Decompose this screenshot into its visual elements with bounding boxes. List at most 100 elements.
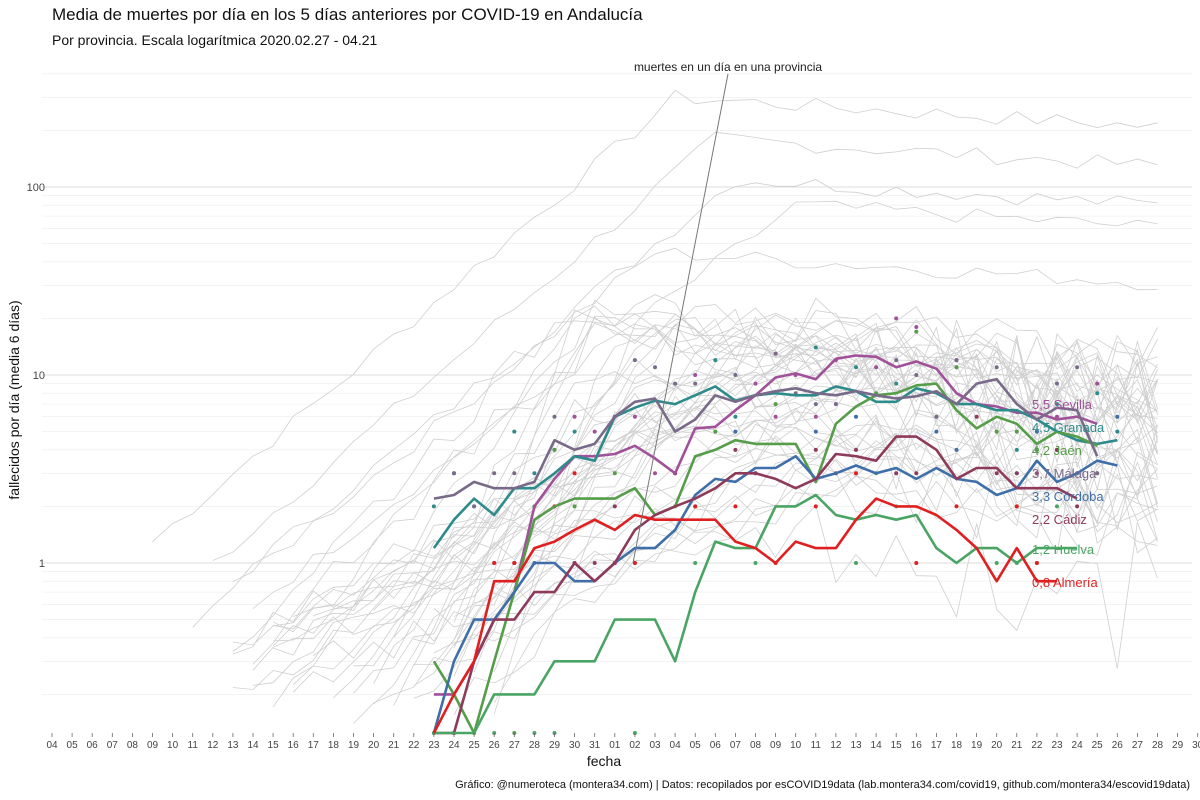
daily-dot <box>994 365 999 370</box>
daily-dot <box>1055 381 1059 386</box>
x-tick-label: 09 <box>147 740 159 751</box>
daily-dot <box>713 429 718 434</box>
daily-dot <box>813 447 818 452</box>
x-tick-label: 18 <box>328 740 340 751</box>
daily-dot <box>854 414 858 419</box>
series-label-jaén: 4,2 Jaén <box>1032 443 1082 458</box>
daily-dot <box>452 471 456 476</box>
daily-dot <box>1034 429 1039 434</box>
x-tick-label: 13 <box>850 740 862 751</box>
chart-title: Media de muertes por día en los 5 días a… <box>52 5 643 24</box>
annotation: muertes en un día en una provincia <box>632 60 822 564</box>
daily-dot <box>653 365 657 370</box>
series-line-málaga <box>433 377 1099 500</box>
x-tick-label: 07 <box>107 740 119 751</box>
x-tick-label: 02 <box>629 740 641 751</box>
x-tick-label: 17 <box>308 740 320 751</box>
background-line <box>353 417 1158 724</box>
axes: 1 10 100 04 05 06 07 08 09 10 11 12 13 14 15 16 17 18 19 20… <box>27 182 1200 751</box>
daily-dot <box>914 471 919 476</box>
background-line <box>293 305 1158 617</box>
daily-dot <box>733 414 738 419</box>
daily-dot <box>894 381 899 386</box>
x-tick-label: 20 <box>991 740 1003 751</box>
daily-dot <box>472 504 477 509</box>
daily-dot <box>1115 429 1120 434</box>
series-label-huelva: 1,2 Huelva <box>1032 542 1095 557</box>
daily-dot <box>914 373 919 377</box>
daily-dot <box>431 504 436 509</box>
background-line <box>292 299 1158 686</box>
background-line <box>272 348 1158 647</box>
daily-dot <box>994 561 999 565</box>
x-tick-label: 04 <box>46 740 58 751</box>
daily-dot <box>1014 504 1019 509</box>
x-tick-label: 27 <box>509 740 521 751</box>
x-tick-label: 19 <box>971 740 983 751</box>
daily-dot <box>1055 504 1059 509</box>
x-tick-label: 27 <box>1132 740 1144 751</box>
series-line-almería <box>432 497 1057 734</box>
daily-dot <box>974 414 979 419</box>
x-tick-label: 24 <box>448 740 460 751</box>
daily-dot <box>1034 447 1039 452</box>
x-tick-label: 16 <box>288 740 300 751</box>
daily-dot <box>813 345 818 350</box>
x-tick-label: 30 <box>569 740 581 751</box>
series-line-granada <box>432 385 1118 549</box>
chart-caption: Gráfico: @numeroteca (montera34.com) | D… <box>455 779 1190 791</box>
daily-dot <box>693 373 698 377</box>
daily-dot <box>1115 414 1120 419</box>
series-labels: 5,5 Sevilla 4,5 Granada 4,2 Jaén 3,7 Málaga… <box>1032 397 1105 590</box>
background-line <box>232 179 1158 583</box>
daily-dot <box>592 429 597 434</box>
background-line <box>353 334 1158 694</box>
daily-dot <box>914 325 919 330</box>
background-line <box>413 372 1158 699</box>
series-label-córdoba: 3,3 Córdoba <box>1032 489 1104 504</box>
x-tick-label: 25 <box>1092 740 1104 751</box>
background-line <box>252 200 1158 609</box>
background-line <box>252 458 1158 671</box>
daily-dot <box>1095 391 1100 396</box>
x-tick-label: 25 <box>469 740 481 751</box>
daily-dot <box>954 358 959 363</box>
daily-dot <box>512 561 517 565</box>
x-tick-label: 11 <box>188 740 199 751</box>
daily-dot <box>894 316 899 321</box>
daily-dot <box>854 447 858 452</box>
daily-dot <box>854 561 858 565</box>
background-line <box>273 336 1158 630</box>
daily-dot <box>733 429 738 434</box>
province-series <box>432 354 1118 735</box>
daily-dot <box>753 381 758 386</box>
x-tick-label: 12 <box>830 740 842 751</box>
daily-dot <box>492 561 497 565</box>
x-tick-label: 24 <box>1072 740 1084 751</box>
x-tick-label: 26 <box>489 740 501 751</box>
daily-dot <box>773 402 778 407</box>
x-tick-label: 10 <box>790 740 802 751</box>
grid-lines <box>42 73 1192 695</box>
daily-dot <box>813 414 818 419</box>
x-tick-label: 23 <box>1051 740 1063 751</box>
background-line <box>453 332 1158 618</box>
daily-dot <box>592 561 597 565</box>
background-line <box>333 357 1158 698</box>
x-tick-label: 15 <box>268 740 280 751</box>
daily-dot <box>733 373 738 377</box>
daily-dot <box>934 429 939 434</box>
x-tick-label: 07 <box>730 740 742 751</box>
background-line <box>453 309 1158 649</box>
x-tick-label: 14 <box>871 740 883 751</box>
daily-dot <box>512 471 517 476</box>
background-line <box>393 504 1158 706</box>
daily-dot <box>1055 402 1059 407</box>
daily-dot <box>1034 561 1039 565</box>
daily-dot <box>552 414 557 419</box>
background-line <box>353 325 1158 667</box>
background-line <box>474 378 1158 604</box>
daily-dot <box>954 504 959 509</box>
x-tick-label: 31 <box>589 740 601 751</box>
